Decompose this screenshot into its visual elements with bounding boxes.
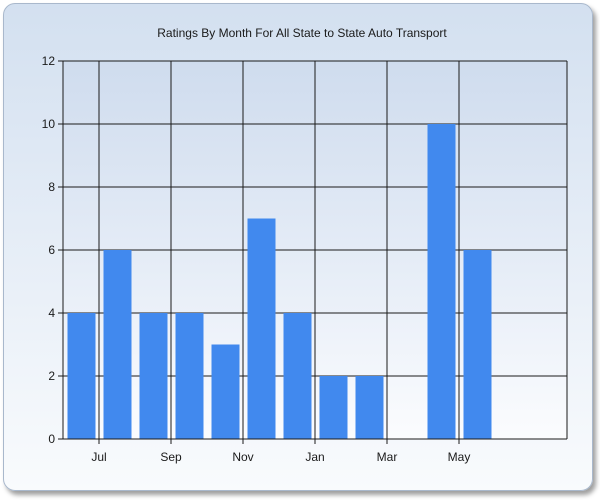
bar-oct-4 (211, 344, 240, 439)
bar-jun-0 (67, 313, 96, 439)
bar-dec-6 (283, 313, 312, 439)
y-tick-label: 8 (48, 180, 55, 194)
bar-aug-2 (139, 313, 168, 439)
x-tick-label-may: May (448, 450, 471, 464)
bar-jul-1 (103, 250, 132, 439)
chart-title: Ratings By Month For All State to State … (157, 26, 447, 40)
x-tick-label-sep: Sep (160, 450, 182, 464)
y-tick-label: 2 (48, 369, 55, 383)
bar-feb-8 (355, 376, 384, 439)
bar-sep-3 (175, 313, 204, 439)
x-tick-label-jan: Jan (305, 450, 324, 464)
x-tick-label-mar: Mar (377, 450, 398, 464)
y-tick-labels: 0 2 4 6 8 10 12 (42, 54, 56, 446)
bar-jan-7 (319, 376, 348, 439)
y-tick-label: 12 (42, 54, 56, 68)
bar-nov-5 (247, 218, 276, 439)
y-tick-label: 6 (48, 243, 55, 257)
x-tick-labels: Jul Sep Nov Jan Mar May (91, 450, 470, 464)
axes (58, 60, 568, 444)
y-tick-label: 4 (48, 306, 55, 320)
y-tick-label: 10 (42, 117, 56, 131)
y-tick-label: 0 (48, 432, 55, 446)
x-tick-label-nov: Nov (232, 450, 253, 464)
bar-apr-10 (427, 124, 456, 439)
bars (67, 124, 492, 439)
bar-may-11 (463, 250, 492, 439)
x-tick-label-jul: Jul (91, 450, 106, 464)
